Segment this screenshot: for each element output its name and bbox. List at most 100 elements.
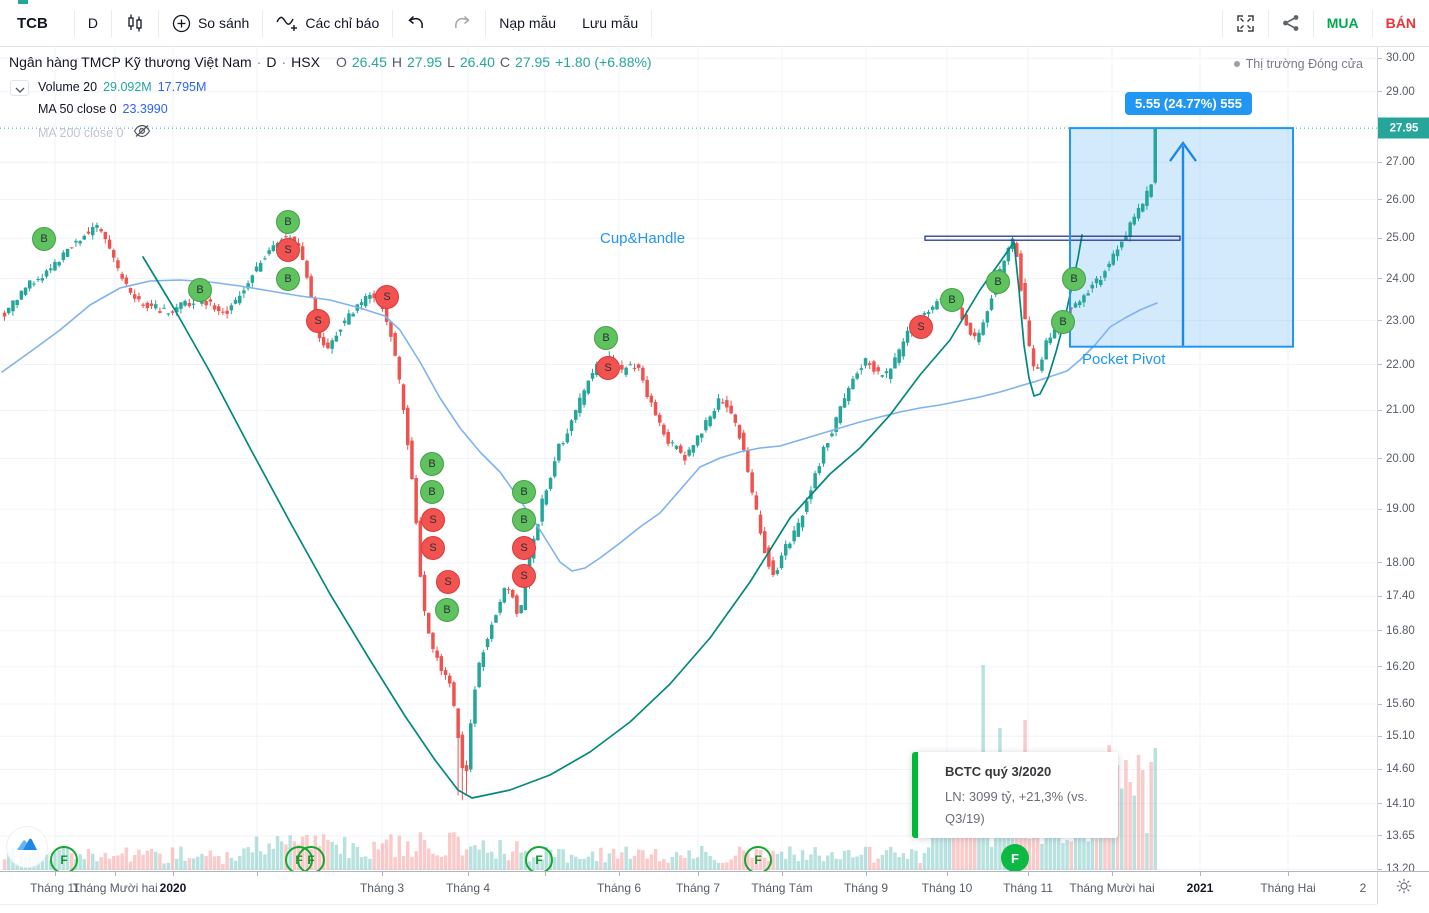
breakout-level-line	[924, 235, 1181, 241]
time-label: Tháng Tám	[751, 881, 813, 895]
buy-signal-marker: B	[435, 598, 459, 622]
load-template-button[interactable]: Nạp mẫu	[486, 3, 569, 43]
tooltip-accent-bar	[912, 752, 918, 838]
financial-report-flag[interactable]: F	[297, 846, 325, 874]
circle-plus-icon	[172, 14, 191, 33]
sell-signal-marker: S	[306, 309, 330, 333]
axis-settings-corner[interactable]	[1377, 871, 1429, 904]
time-label: Tháng 4	[445, 881, 491, 895]
fullscreen-icon	[1236, 14, 1255, 33]
time-tick	[468, 872, 469, 876]
price-tick: 16.80	[1378, 625, 1429, 637]
time-label: Tháng Hai	[1260, 881, 1316, 895]
price-tick: 13.65	[1378, 830, 1429, 842]
financial-report-flag[interactable]: F	[525, 846, 553, 874]
price-tick: 20.00	[1378, 453, 1429, 465]
time-label: Tháng 7	[675, 881, 721, 895]
buy-signal-marker: B	[420, 452, 444, 476]
symbol-info-row: Ngân hàng TMCP Kỹ thương Việt Nam · D · …	[9, 54, 652, 70]
price-tick: 14.10	[1378, 798, 1429, 810]
volume-current: 29.092M	[103, 80, 152, 94]
earnings-tooltip: BCTC quý 3/2020 LN: 3099 tỷ, +21,3% (vs.…	[912, 752, 1118, 838]
symbol-interval: D	[266, 54, 277, 70]
close-value: 27.95	[515, 54, 551, 70]
divider	[1267, 9, 1269, 37]
sell-button[interactable]: BÁN	[1373, 3, 1429, 43]
price-tick: 29.00	[1378, 86, 1429, 98]
buy-signal-marker: B	[512, 508, 536, 532]
symbol-button[interactable]: TCB	[0, 3, 74, 43]
gear-icon	[1396, 878, 1412, 899]
symbol-title: Ngân hàng TMCP Kỹ thương Việt Nam	[9, 54, 252, 70]
cup-handle-curve	[142, 234, 1083, 799]
legend-volume-row[interactable]: Volume 20 29.092M 17.795M	[38, 80, 207, 94]
ma50-value: 23.3990	[122, 102, 168, 116]
divider	[1221, 9, 1223, 37]
indicators-button[interactable]: Các chỉ báo	[263, 3, 392, 43]
price-chart[interactable]	[0, 46, 1377, 871]
time-axis[interactable]: Tháng 11 Tháng Mười hai 2020 Tháng 3 Tháng 4…	[0, 871, 1377, 905]
save-template-button[interactable]: Lưu mẫu	[569, 3, 651, 43]
time-tick	[115, 872, 116, 876]
candlestick-icon	[125, 13, 145, 33]
undo-button[interactable]	[393, 3, 439, 43]
buy-signal-marker: B	[940, 288, 964, 312]
financial-report-flag[interactable]: F	[50, 846, 78, 874]
open-value: 26.45	[351, 54, 387, 70]
low-value: 26.40	[459, 54, 495, 70]
financial-report-flag[interactable]: F	[744, 846, 772, 874]
platform-watermark	[6, 826, 48, 868]
buy-signal-marker: B	[420, 480, 444, 504]
pocket-pivot-label: Pocket Pivot	[1082, 351, 1166, 368]
time-tick	[1028, 872, 1029, 876]
share-icon	[1282, 14, 1300, 32]
legend-ma50-row[interactable]: MA 50 close 0 23.3990	[38, 102, 168, 116]
time-tick	[947, 872, 948, 876]
price-tick: 27.00	[1378, 156, 1429, 168]
price-axis[interactable]: 27.95 30.00 29.00 27.00 26.00 25.00 24.00 23.0…	[1377, 46, 1429, 875]
accent-mark	[18, 0, 28, 4]
toolbar: TCB D So sánh Các chỉ báo	[0, 0, 1429, 47]
price-tick: 15.10	[1378, 730, 1429, 742]
time-tick	[257, 872, 258, 876]
interval-button[interactable]: D	[75, 3, 111, 43]
sell-signal-marker: S	[436, 570, 460, 594]
price-tick: 30.00	[1378, 52, 1429, 64]
chart-style-button[interactable]	[112, 3, 158, 43]
time-tick	[782, 872, 783, 876]
legend-ma200-row[interactable]: MA 200 close 0	[38, 124, 151, 141]
price-tick: 14.60	[1378, 763, 1429, 775]
time-tick	[619, 872, 620, 876]
time-label: Tháng 9	[843, 881, 889, 895]
tooltip-title: BCTC quý 3/2020	[945, 764, 1052, 779]
divider	[157, 9, 159, 37]
compare-button[interactable]: So sánh	[159, 3, 262, 43]
price-tick: 16.20	[1378, 661, 1429, 673]
sell-signal-marker: S	[512, 536, 536, 560]
sell-signal-marker: S	[596, 356, 620, 380]
price-tick: 22.00	[1378, 359, 1429, 371]
time-tick	[1200, 872, 1201, 876]
sell-signal-marker: S	[512, 564, 536, 588]
sell-signal-marker: S	[421, 536, 445, 560]
mountain-logo-icon	[15, 833, 39, 862]
measure-box-border	[1069, 127, 1294, 348]
buy-signal-marker: B	[1051, 310, 1075, 334]
eye-off-icon[interactable]	[133, 124, 151, 141]
financial-report-flag-active[interactable]: F	[1001, 844, 1029, 872]
time-tick	[1112, 872, 1113, 876]
buy-button[interactable]: MUA	[1314, 3, 1372, 43]
time-tick	[55, 872, 56, 876]
buy-signal-marker: B	[32, 227, 56, 251]
time-tick	[545, 872, 546, 876]
sell-signal-marker: S	[276, 238, 300, 262]
redo-button[interactable]	[439, 3, 485, 43]
fullscreen-button[interactable]	[1223, 3, 1268, 43]
time-label: 2021	[1186, 881, 1214, 895]
share-button[interactable]	[1269, 3, 1313, 43]
price-tick: 21.00	[1378, 404, 1429, 416]
legend-collapse-button[interactable]	[10, 80, 29, 96]
measure-box-fill	[1070, 128, 1293, 347]
sell-signal-marker: S	[421, 508, 445, 532]
divider	[1312, 9, 1314, 37]
